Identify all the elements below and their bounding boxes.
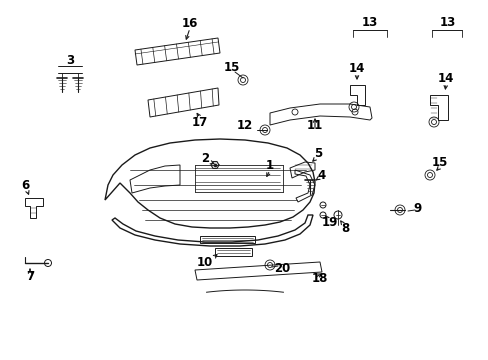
Text: 8: 8 xyxy=(340,221,348,234)
Text: 15: 15 xyxy=(431,156,447,168)
Text: 10: 10 xyxy=(197,256,213,269)
Text: 9: 9 xyxy=(413,202,421,215)
Text: 5: 5 xyxy=(313,147,322,159)
Text: 14: 14 xyxy=(348,62,365,75)
Text: 12: 12 xyxy=(236,118,253,131)
Text: 14: 14 xyxy=(437,72,453,85)
Text: 15: 15 xyxy=(224,60,240,73)
Text: 13: 13 xyxy=(439,15,455,28)
Text: 16: 16 xyxy=(182,17,198,30)
Text: 2: 2 xyxy=(201,152,209,165)
Text: 13: 13 xyxy=(361,15,377,28)
Text: 7: 7 xyxy=(26,270,34,284)
Text: 4: 4 xyxy=(317,168,325,181)
Text: 11: 11 xyxy=(306,118,323,131)
Text: 3: 3 xyxy=(66,54,74,67)
Text: 6: 6 xyxy=(21,179,29,192)
Text: 18: 18 xyxy=(311,271,327,284)
Text: 20: 20 xyxy=(273,261,289,274)
Text: 17: 17 xyxy=(191,116,208,129)
Text: 1: 1 xyxy=(265,158,273,171)
Polygon shape xyxy=(210,162,219,168)
Text: 19: 19 xyxy=(321,216,338,229)
